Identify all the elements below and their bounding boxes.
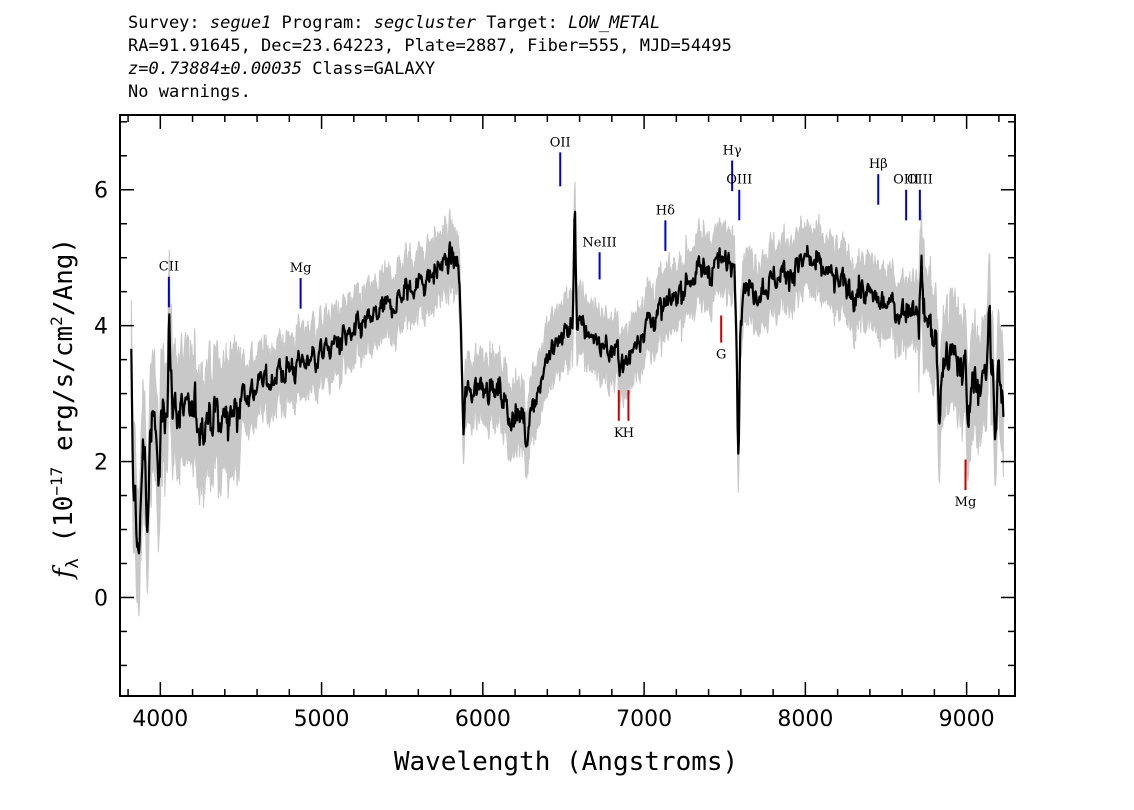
header-line-4: No warnings. [128,82,251,102]
target-label: Target: [476,13,569,33]
y-axis: 0 2 4 6 [94,121,1015,667]
y-tick-label: 6 [94,179,108,204]
x-tick-label: 8000 [777,707,833,732]
y-axis-title-part: −17 [47,467,66,496]
emission-label-oiii: OIII [907,173,933,188]
emission-label-oiii: OIII [726,173,752,188]
absorption-label-k: K [614,426,624,441]
program-label: Program: [271,13,374,33]
survey-value: segue1 [209,13,272,33]
absorption-label-h: H [623,426,634,441]
class-value: Class=GALAXY [302,59,436,79]
absorption-label-mg: Mg [955,495,977,510]
y-axis-title-part: λ [63,558,83,568]
y-axis-title-part: /Ang) [49,238,79,316]
header-line-2: RA=91.91645, Dec=23.64223, Plate=2887, F… [128,36,732,56]
y-tick-label: 2 [94,451,108,476]
x-tick-label: 5000 [294,707,350,732]
emission-label-mg: Mg [290,261,312,276]
x-axis: 4000 5000 6000 7000 8000 9000 [127,115,1000,732]
absorption-label-g: G [716,348,726,363]
flux-line [130,210,1005,555]
header-line-1: Survey: segue1 Program: segcluster Targe… [128,12,732,35]
emission-label-neiii: NeIII [582,235,616,250]
emission-label-hγ: Hγ [723,144,742,159]
emission-label-cii: CII [159,260,179,275]
y-axis-title-part: 2 [47,316,66,326]
error-band [130,181,1004,617]
x-tick-label: 7000 [616,707,672,732]
spectrum-header: Survey: segue1 Program: segcluster Targe… [128,12,732,104]
x-tick-label: 4000 [132,707,188,732]
emission-label-hβ: Hβ [869,157,888,172]
emission-label-oiii: OIII [893,173,919,188]
survey-label: Survey: [128,13,210,33]
plot-frame [119,114,1016,697]
target-value: LOW_METAL [568,13,661,33]
x-axis-title: Wavelength (Angstroms) [394,747,738,777]
x-tick-label: 6000 [455,707,511,732]
program-value: segcluster [373,13,477,33]
header-line-3: z=0.73884±0.00035 Class=GALAXY [128,58,732,81]
y-tick-label: 4 [94,315,108,340]
redshift-value: z=0.73884±0.00035 [128,59,302,79]
emission-label-hδ: Hδ [656,203,675,218]
x-tick-label: 9000 [939,707,995,732]
y-tick-label: 0 [94,586,108,611]
y-axis-title-part: erg/s/cm [49,326,79,467]
emission-label-oii: OII [550,135,571,150]
y-axis-title: fλ (10−17 erg/s/cm2/Ang) [47,238,83,580]
y-axis-title-part: (10 [49,496,79,559]
